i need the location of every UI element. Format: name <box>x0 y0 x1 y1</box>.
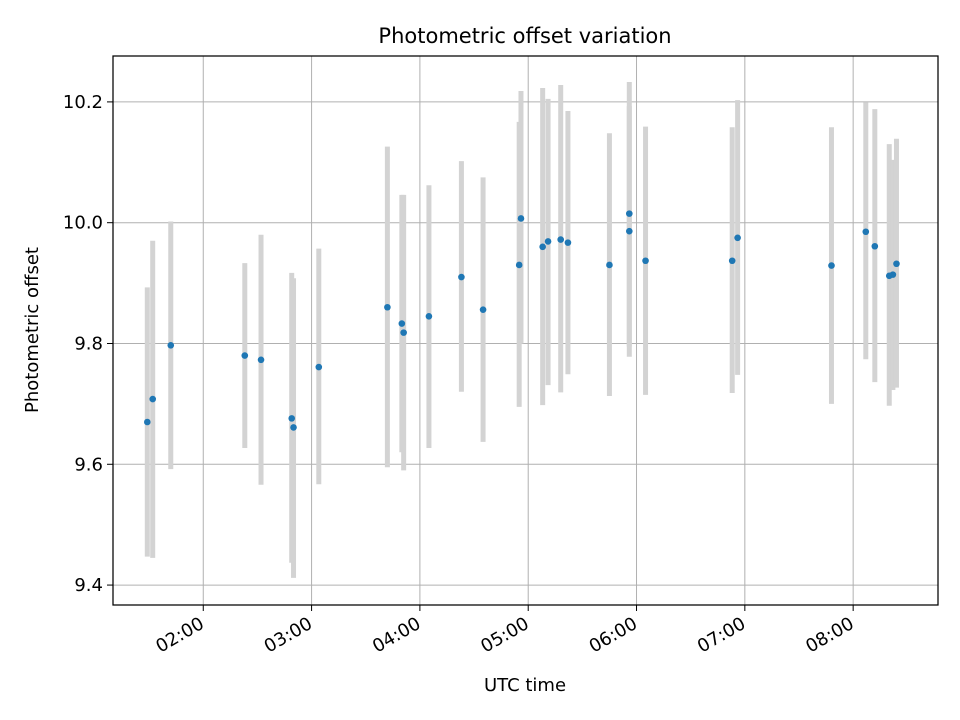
data-point <box>557 236 565 243</box>
data-point <box>889 271 897 278</box>
data-point <box>458 273 465 281</box>
data-point <box>241 352 249 359</box>
data-point <box>893 260 900 268</box>
data-point <box>290 424 297 431</box>
y-axis: 9.4 9.6 9.8 10.0 10.2 <box>63 92 113 596</box>
data-point <box>479 306 487 313</box>
y-tick-label: 9.8 <box>74 333 103 354</box>
data-point <box>626 210 633 217</box>
y-tick-label: 10.2 <box>63 92 103 113</box>
data-point <box>425 313 433 320</box>
data-point <box>642 257 649 265</box>
data-point <box>400 329 407 336</box>
data-point <box>544 238 552 245</box>
data-point <box>384 303 391 311</box>
y-tick-label: 10.0 <box>63 213 103 234</box>
data-point <box>398 320 406 327</box>
data-point <box>606 261 613 269</box>
data-point <box>288 415 296 422</box>
data-point <box>862 228 870 236</box>
y-tick-label: 9.4 <box>74 575 103 596</box>
plot-frame <box>112 55 939 606</box>
data-point <box>871 242 879 250</box>
data-point <box>315 363 323 371</box>
data-point <box>257 356 265 364</box>
data-point <box>626 227 633 235</box>
data-point <box>734 234 741 242</box>
data-point <box>167 341 175 349</box>
x-axis-label: UTC time <box>484 675 566 696</box>
data-point <box>539 243 546 251</box>
data-point <box>149 395 157 403</box>
y-tick-label: 9.6 <box>74 454 103 475</box>
y-axis-label: Photometric offset <box>22 247 43 413</box>
grid-layer <box>113 56 938 605</box>
chart-title: Photometric offset variation <box>378 24 671 48</box>
data-point <box>515 261 523 269</box>
point-layer <box>143 210 900 431</box>
data-point <box>564 239 572 246</box>
data-point <box>143 418 151 426</box>
data-point <box>728 257 736 265</box>
data-point <box>517 215 525 222</box>
data-point <box>828 262 835 269</box>
